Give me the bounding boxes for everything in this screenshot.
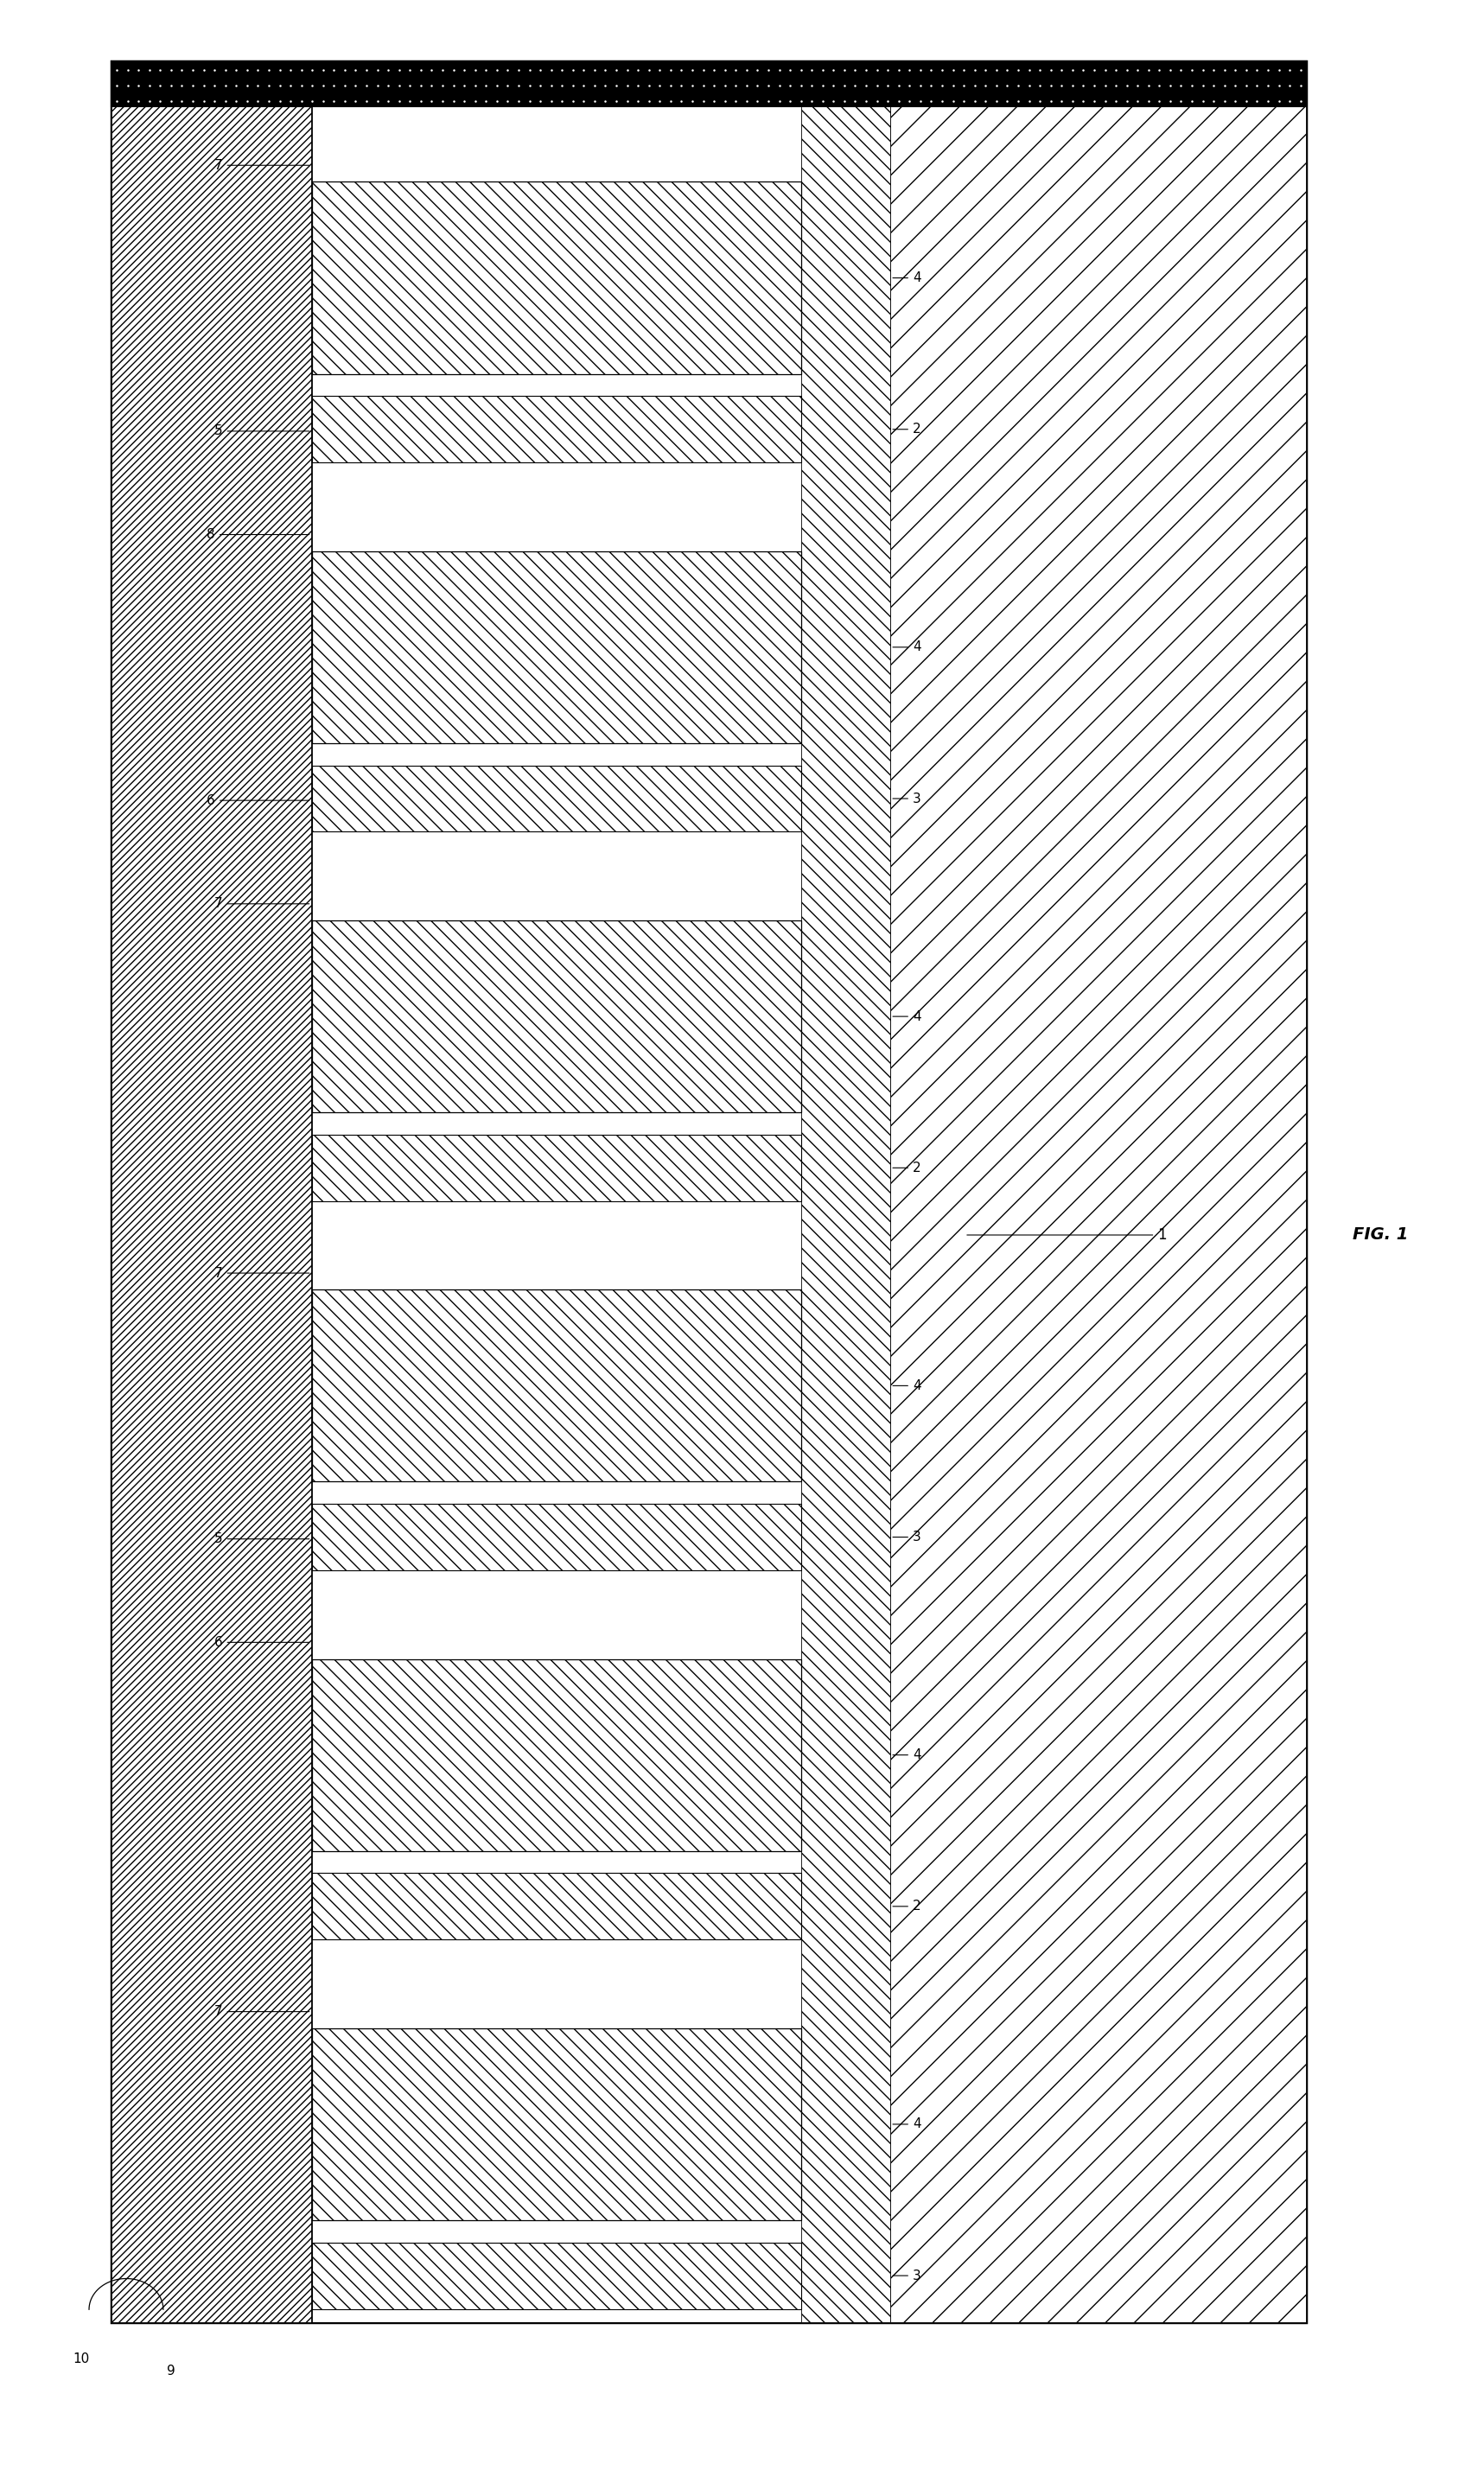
Text: 5: 5 [214, 1531, 309, 1546]
Bar [111, 62, 1306, 106]
Bar [111, 106, 312, 2322]
Text: 4: 4 [893, 1378, 922, 1393]
Bar [312, 551, 801, 743]
Text: 6: 6 [206, 793, 309, 808]
Text: 7: 7 [214, 2006, 309, 2018]
Text: FIG. 1: FIG. 1 [1352, 1228, 1408, 1242]
Text: 7: 7 [214, 1267, 309, 1279]
Bar [312, 1872, 801, 1939]
Text: 2: 2 [893, 422, 922, 435]
Text: 9: 9 [166, 2364, 175, 2379]
Text: 7: 7 [214, 897, 309, 911]
Text: 3: 3 [893, 1531, 922, 1544]
Bar [312, 395, 801, 462]
Text: 3: 3 [893, 793, 922, 805]
Text: 4: 4 [893, 640, 922, 655]
Bar [312, 1134, 801, 1200]
Text: 4: 4 [893, 1749, 922, 1761]
Text: 6: 6 [214, 1635, 309, 1650]
Text: 7: 7 [214, 158, 309, 173]
Text: 4: 4 [893, 2117, 922, 2132]
Bar [312, 106, 890, 2322]
Text: 3: 3 [893, 2270, 922, 2282]
Text: 1: 1 [968, 1228, 1166, 1242]
Bar [111, 62, 1306, 2322]
Bar [890, 106, 1306, 2322]
Bar [312, 766, 801, 832]
Bar [312, 2243, 801, 2309]
Bar [312, 1504, 801, 1571]
Text: 2: 2 [893, 1161, 922, 1173]
Bar [801, 106, 890, 2322]
Text: 2: 2 [893, 1899, 922, 1912]
Bar [312, 1289, 801, 1482]
Text: 4: 4 [893, 272, 922, 284]
Bar [312, 921, 801, 1112]
Text: 5: 5 [214, 425, 309, 437]
Text: 8: 8 [206, 529, 309, 541]
Bar [312, 2028, 801, 2221]
Text: 10: 10 [73, 2351, 91, 2366]
Text: 4: 4 [893, 1010, 922, 1023]
Bar [312, 183, 801, 373]
Bar [312, 1660, 801, 1850]
